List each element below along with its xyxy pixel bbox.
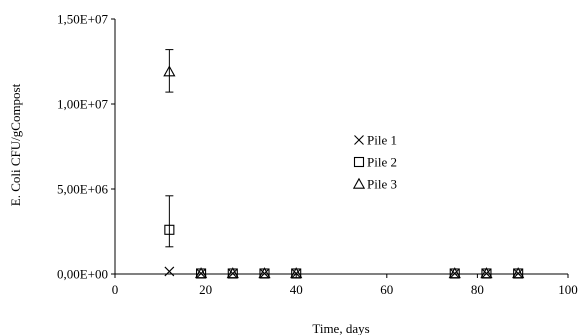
y-tick-label: 5,00E+06 (57, 182, 109, 197)
legend-marker-square (353, 156, 365, 168)
y-tick-label: 0,00E+00 (57, 267, 108, 282)
data-point-triangle (512, 267, 525, 279)
data-point-triangle (194, 267, 208, 279)
data-layer (163, 49, 525, 279)
x-tick-label: 40 (290, 282, 303, 297)
axes-layer: 0,00E+00 5,00E+06 1,00E+07 1,50E+07 0 20 40 60 8… (57, 12, 578, 298)
data-point-triangle (480, 267, 493, 279)
x-tick-label: 0 (112, 282, 119, 297)
data-point-x (259, 268, 270, 279)
data-point-triangle (226, 267, 239, 279)
data-point-x (481, 268, 492, 279)
y-tick-label: 1,50E+07 (57, 12, 109, 27)
x-tick-label: 100 (558, 282, 578, 297)
data-point-triangle (290, 267, 303, 279)
x-tick-label: 60 (380, 282, 393, 297)
data-point-triangle (258, 267, 271, 279)
data-point-triangle (163, 65, 176, 77)
data-point-x (449, 268, 460, 279)
legend-label: Pile 1 (367, 133, 397, 148)
data-point-x (196, 268, 206, 279)
y-axis-title: E. Coli CFU/gCompost (8, 83, 23, 206)
legend-marker-triangle (352, 177, 366, 189)
legend-marker-x (354, 135, 364, 145)
x-tick-label: 80 (471, 282, 484, 297)
data-point-triangle (448, 267, 461, 279)
x-tick-label: 20 (199, 282, 212, 297)
legend-label: Pile 2 (367, 155, 397, 170)
x-axis-title: Time, days (312, 321, 369, 335)
data-point-x (164, 266, 175, 277)
data-point-x (291, 268, 302, 279)
y-tick-label: 1,00E+07 (57, 97, 109, 112)
legend-label: Pile 3 (367, 177, 397, 192)
data-point-x (513, 268, 524, 279)
legend: Pile 1 Pile 2 Pile 3 (352, 133, 397, 192)
data-point-x (227, 268, 238, 279)
data-point-square (164, 224, 175, 235)
